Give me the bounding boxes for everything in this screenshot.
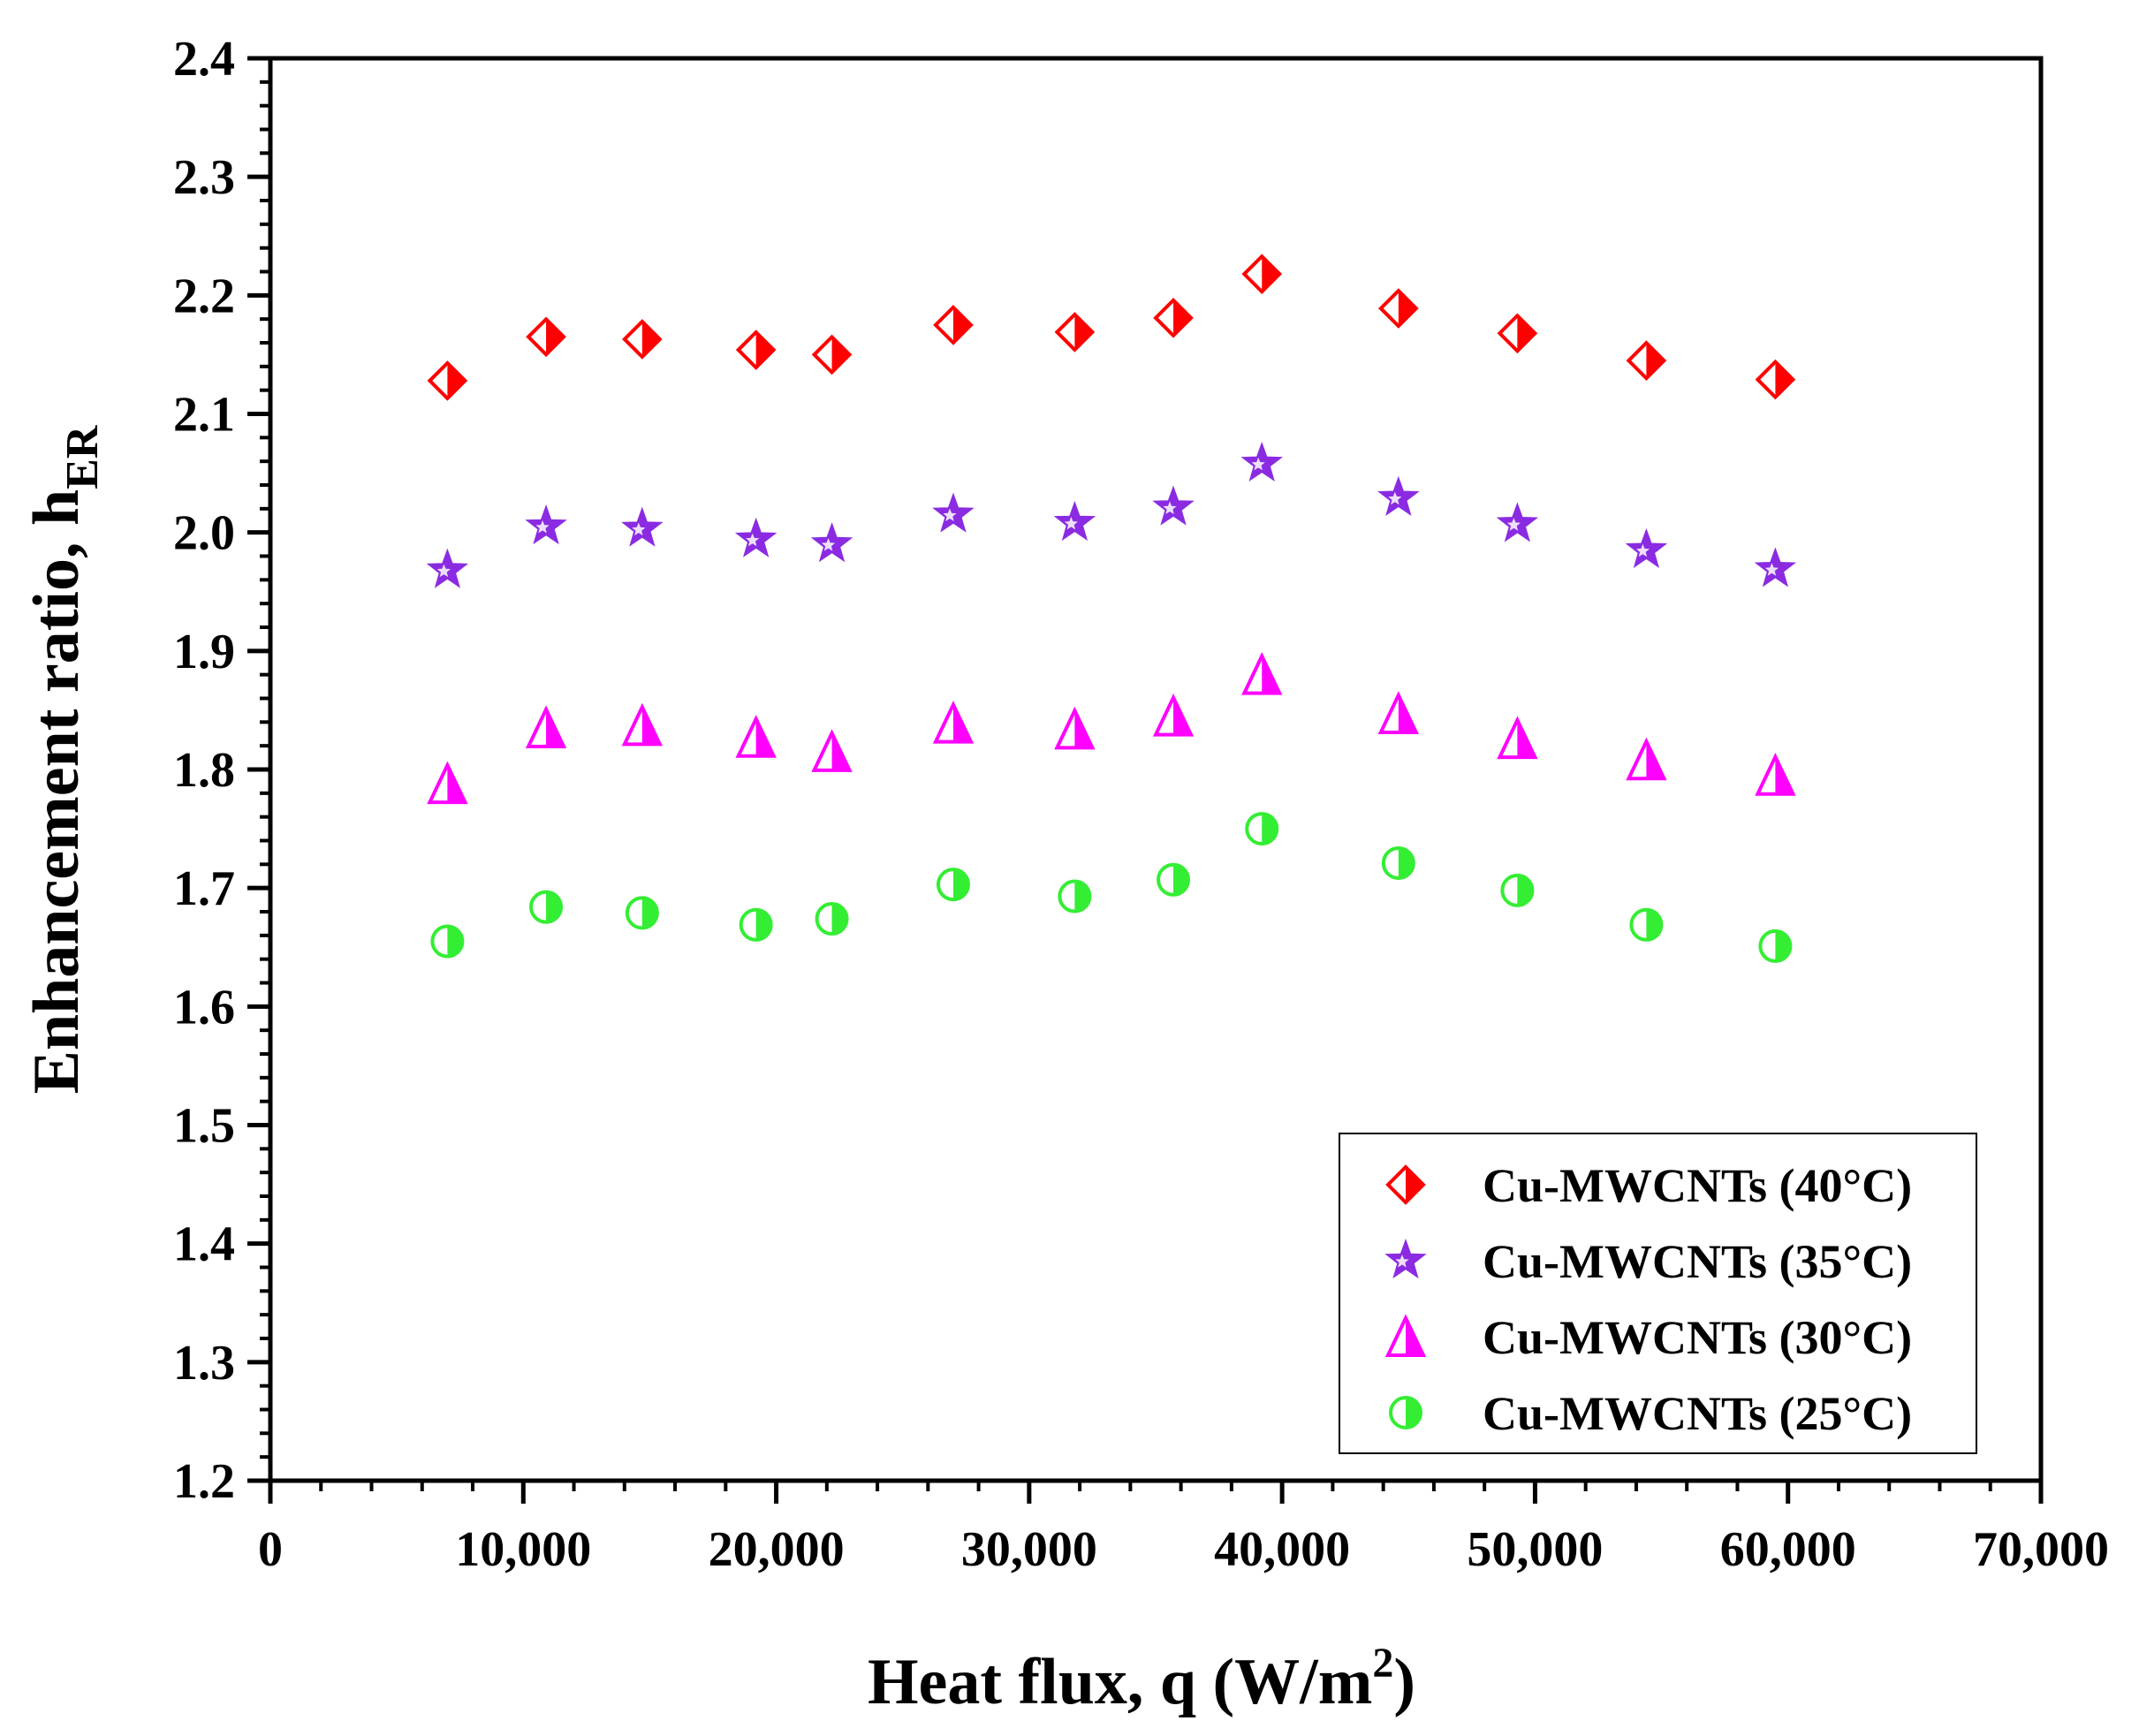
series-star (426, 441, 1797, 588)
x-tick-label: 70,000 (1973, 1522, 2109, 1577)
y-tick-label: 2.1 (173, 388, 235, 443)
y-tick-label: 2.0 (173, 506, 235, 561)
series-circle (430, 812, 1793, 963)
y-tick-label: 1.6 (173, 980, 235, 1035)
data-point-triangle (1377, 691, 1420, 734)
x-axis-title-end: ) (1393, 1646, 1415, 1718)
data-point-triangle (932, 701, 975, 744)
data-point-triangle (621, 702, 664, 747)
y-tick-label: 1.2 (173, 1454, 235, 1509)
data-point-triangle (525, 705, 567, 749)
x-tick-label: 10,000 (455, 1522, 591, 1577)
data-point-circle (430, 924, 465, 959)
data-point-diamond (1153, 297, 1194, 338)
data-point-diamond (735, 330, 777, 370)
legend-marker-star (1384, 1239, 1427, 1279)
data-point-circle (1157, 862, 1191, 897)
legend-label: Cu-MWCNTs (35°C) (1483, 1235, 1912, 1288)
data-point-diamond (1241, 254, 1283, 295)
data-point-diamond (1626, 340, 1667, 381)
y-axis-title-sub: ER (57, 424, 108, 489)
data-point-triangle (735, 715, 777, 758)
y-tick-label: 1.8 (173, 743, 235, 798)
y-tick-label: 1.7 (173, 861, 235, 916)
x-tick-label: 40,000 (1214, 1522, 1350, 1577)
data-point-diamond (1497, 313, 1538, 354)
legend-marker-circle (1389, 1396, 1422, 1429)
data-point-star (734, 517, 777, 557)
data-point-star (1625, 527, 1668, 568)
data-point-star (621, 506, 664, 547)
x-tick-label: 20,000 (709, 1522, 845, 1577)
data-point-diamond (526, 316, 566, 358)
data-point-triangle (811, 729, 853, 772)
data-point-star (426, 548, 469, 588)
data-point-circle (739, 907, 773, 942)
x-tick-label: 30,000 (961, 1522, 1097, 1577)
data-point-star (1754, 547, 1797, 588)
data-point-star (1053, 500, 1096, 542)
legend-label: Cu-MWCNTs (40°C) (1483, 1159, 1912, 1212)
data-point-triangle (1152, 693, 1195, 737)
data-point-diamond (622, 319, 663, 360)
x-tick-label: 0 (258, 1522, 283, 1577)
x-axis-title-main: Heat flux, q (W/m (868, 1646, 1372, 1718)
y-tick-label: 1.4 (173, 1217, 235, 1272)
y-axis-title: Enhancement ratio, hER (20, 424, 108, 1094)
x-tick-label: 60,000 (1720, 1522, 1856, 1577)
y-axis-title-main: Enhancement ratio, h (20, 489, 93, 1095)
data-point-circle (1758, 929, 1793, 963)
data-point-diamond (1054, 312, 1096, 353)
data-point-triangle (1755, 753, 1796, 796)
y-tick-label: 1.5 (173, 1099, 235, 1154)
y-tick-label: 1.9 (173, 625, 235, 679)
data-point-circle (625, 896, 659, 930)
data-point-circle (1245, 812, 1279, 846)
data-point-circle (936, 868, 970, 902)
data-point-star (1240, 441, 1284, 481)
data-point-diamond (933, 305, 974, 345)
x-axis-title-sup: 2 (1372, 1640, 1393, 1687)
data-point-circle (529, 890, 564, 924)
legend-label: Cu-MWCNTs (25°C) (1483, 1387, 1912, 1440)
data-point-diamond (1755, 359, 1796, 400)
legend: Cu-MWCNTs (40°C) Cu-MWCNTs (35°C) Cu-MWCNT… (1339, 1133, 1977, 1454)
legend-label: Cu-MWCNTs (30°C) (1483, 1311, 1912, 1364)
data-point-star (1496, 502, 1539, 542)
series-triangle (427, 652, 1796, 805)
y-tick-label: 2.3 (173, 150, 235, 205)
data-points (426, 254, 1797, 963)
data-point-circle (1058, 879, 1092, 913)
y-tick-label: 1.3 (173, 1336, 235, 1391)
data-point-triangle (427, 761, 468, 805)
data-point-circle (1629, 907, 1664, 942)
data-point-diamond (427, 360, 468, 401)
data-point-star (1152, 485, 1195, 526)
y-tick-label: 2.2 (173, 269, 235, 323)
data-point-circle (1381, 845, 1415, 880)
data-point-triangle (1241, 652, 1283, 695)
ticks: 0 10,000 20,000 30,000 40,000 50,000 60,000 70,… (173, 32, 2109, 1577)
data-point-diamond (811, 334, 853, 375)
series-diamond (427, 254, 1796, 401)
data-point-diamond (1378, 288, 1419, 329)
data-point-star (525, 504, 567, 545)
data-point-star (810, 522, 853, 563)
data-point-star (1377, 475, 1420, 516)
data-point-triangle (1626, 737, 1667, 781)
data-point-circle (815, 902, 849, 936)
data-point-triangle (1054, 706, 1096, 750)
legend-box (1339, 1133, 1977, 1454)
data-point-circle (1500, 873, 1535, 907)
legend-marker-diamond (1385, 1164, 1426, 1205)
data-point-star (932, 492, 975, 533)
y-tick-label: 2.4 (173, 32, 235, 87)
x-axis-title: Heat flux, q (W/m2) (868, 1640, 1415, 1718)
legend-marker-triangle (1384, 1314, 1427, 1357)
x-tick-label: 50,000 (1467, 1522, 1603, 1577)
data-point-triangle (1497, 716, 1538, 760)
